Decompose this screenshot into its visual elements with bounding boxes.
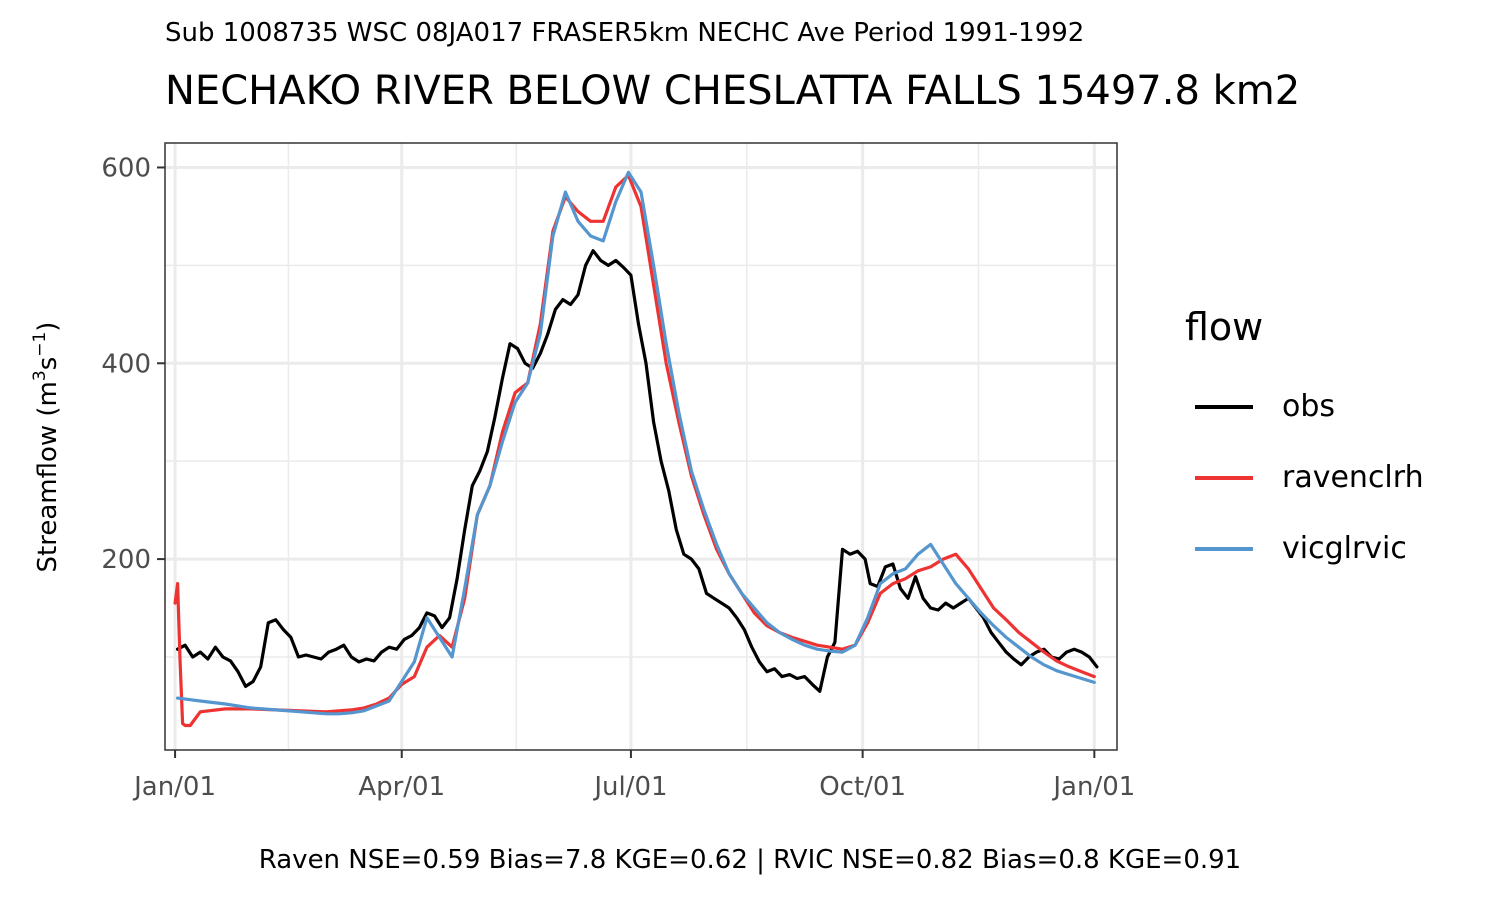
legend: flow obs ravenclrh vicglrvic: [1185, 305, 1424, 592]
chart-title: NECHAKO RIVER BELOW CHESLATTA FALLS 1549…: [165, 68, 1301, 114]
legend-key-obs: [1195, 405, 1253, 409]
legend-label-vicglrvic: vicglrvic: [1282, 531, 1407, 566]
x-tick-label: Oct/01: [819, 772, 906, 802]
legend-label-obs: obs: [1282, 389, 1336, 424]
series-line-vicglrvic: [176, 170, 1096, 716]
major-gridlines: [165, 143, 1117, 750]
series-line-ravenclrh: [173, 173, 1096, 728]
x-tick-label: Jul/01: [592, 772, 667, 802]
legend-item-obs: obs: [1185, 379, 1335, 450]
legend-key-vicglrvic: [1195, 547, 1253, 551]
y-axis-label: Streamflow (m3s−1): [30, 322, 63, 573]
axes: Jan/01 Apr/01 Jul/01 Oct/01 Jan/01 200 400 600: [101, 153, 1135, 802]
legend-title: flow: [1185, 305, 1264, 349]
series-line-obs: [176, 249, 1099, 693]
y-tick-label: 200: [101, 545, 151, 575]
y-tick-label: 400: [101, 349, 151, 379]
legend-item-ravenclrh: ravenclrh: [1185, 450, 1424, 521]
minor-gridlines: [165, 143, 1117, 750]
legend-label-ravenclrh: ravenclrh: [1282, 460, 1424, 495]
plot-panel-border: [164, 142, 1118, 751]
fit-statistics-caption: Raven NSE=0.59 Bias=7.8 KGE=0.62 | RVIC …: [258, 845, 1242, 875]
x-tick-label: Jan/01: [1051, 772, 1135, 802]
series-lines: [173, 170, 1099, 728]
y-tick-label: 600: [101, 153, 151, 183]
x-tick-label: Jan/01: [132, 772, 216, 802]
legend-item-vicglrvic: vicglrvic: [1185, 521, 1407, 592]
chart-subtitle: Sub 1008735 WSC 08JA017 FRASER5km NECHC …: [165, 18, 1085, 48]
legend-key-ravenclrh: [1195, 476, 1253, 480]
x-tick-label: Apr/01: [358, 772, 445, 802]
